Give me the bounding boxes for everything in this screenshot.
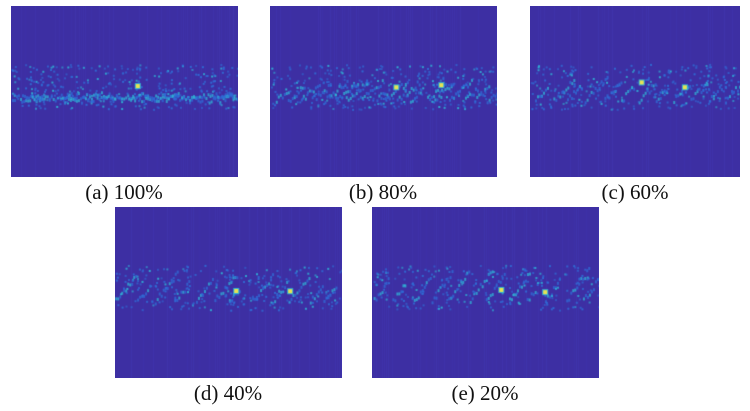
caption-c: (c) 60% bbox=[601, 180, 669, 204]
caption-d: (d) 40% bbox=[193, 381, 263, 405]
spectrogram-panel-c bbox=[530, 6, 740, 177]
spectrogram-panel-a bbox=[11, 6, 238, 177]
spectrogram-canvas-e bbox=[372, 207, 599, 378]
caption-b: (b) 80% bbox=[348, 180, 418, 204]
caption-a: (a) 100% bbox=[85, 180, 163, 204]
spectrogram-canvas-a bbox=[11, 6, 238, 177]
spectrogram-panel-b bbox=[270, 6, 497, 177]
caption-e: (e) 20% bbox=[451, 381, 519, 405]
spectrogram-panel-d bbox=[115, 207, 342, 378]
spectrogram-panel-e bbox=[372, 207, 599, 378]
spectrogram-canvas-c bbox=[530, 6, 740, 177]
spectrogram-canvas-d bbox=[115, 207, 342, 378]
spectrogram-canvas-b bbox=[270, 6, 497, 177]
